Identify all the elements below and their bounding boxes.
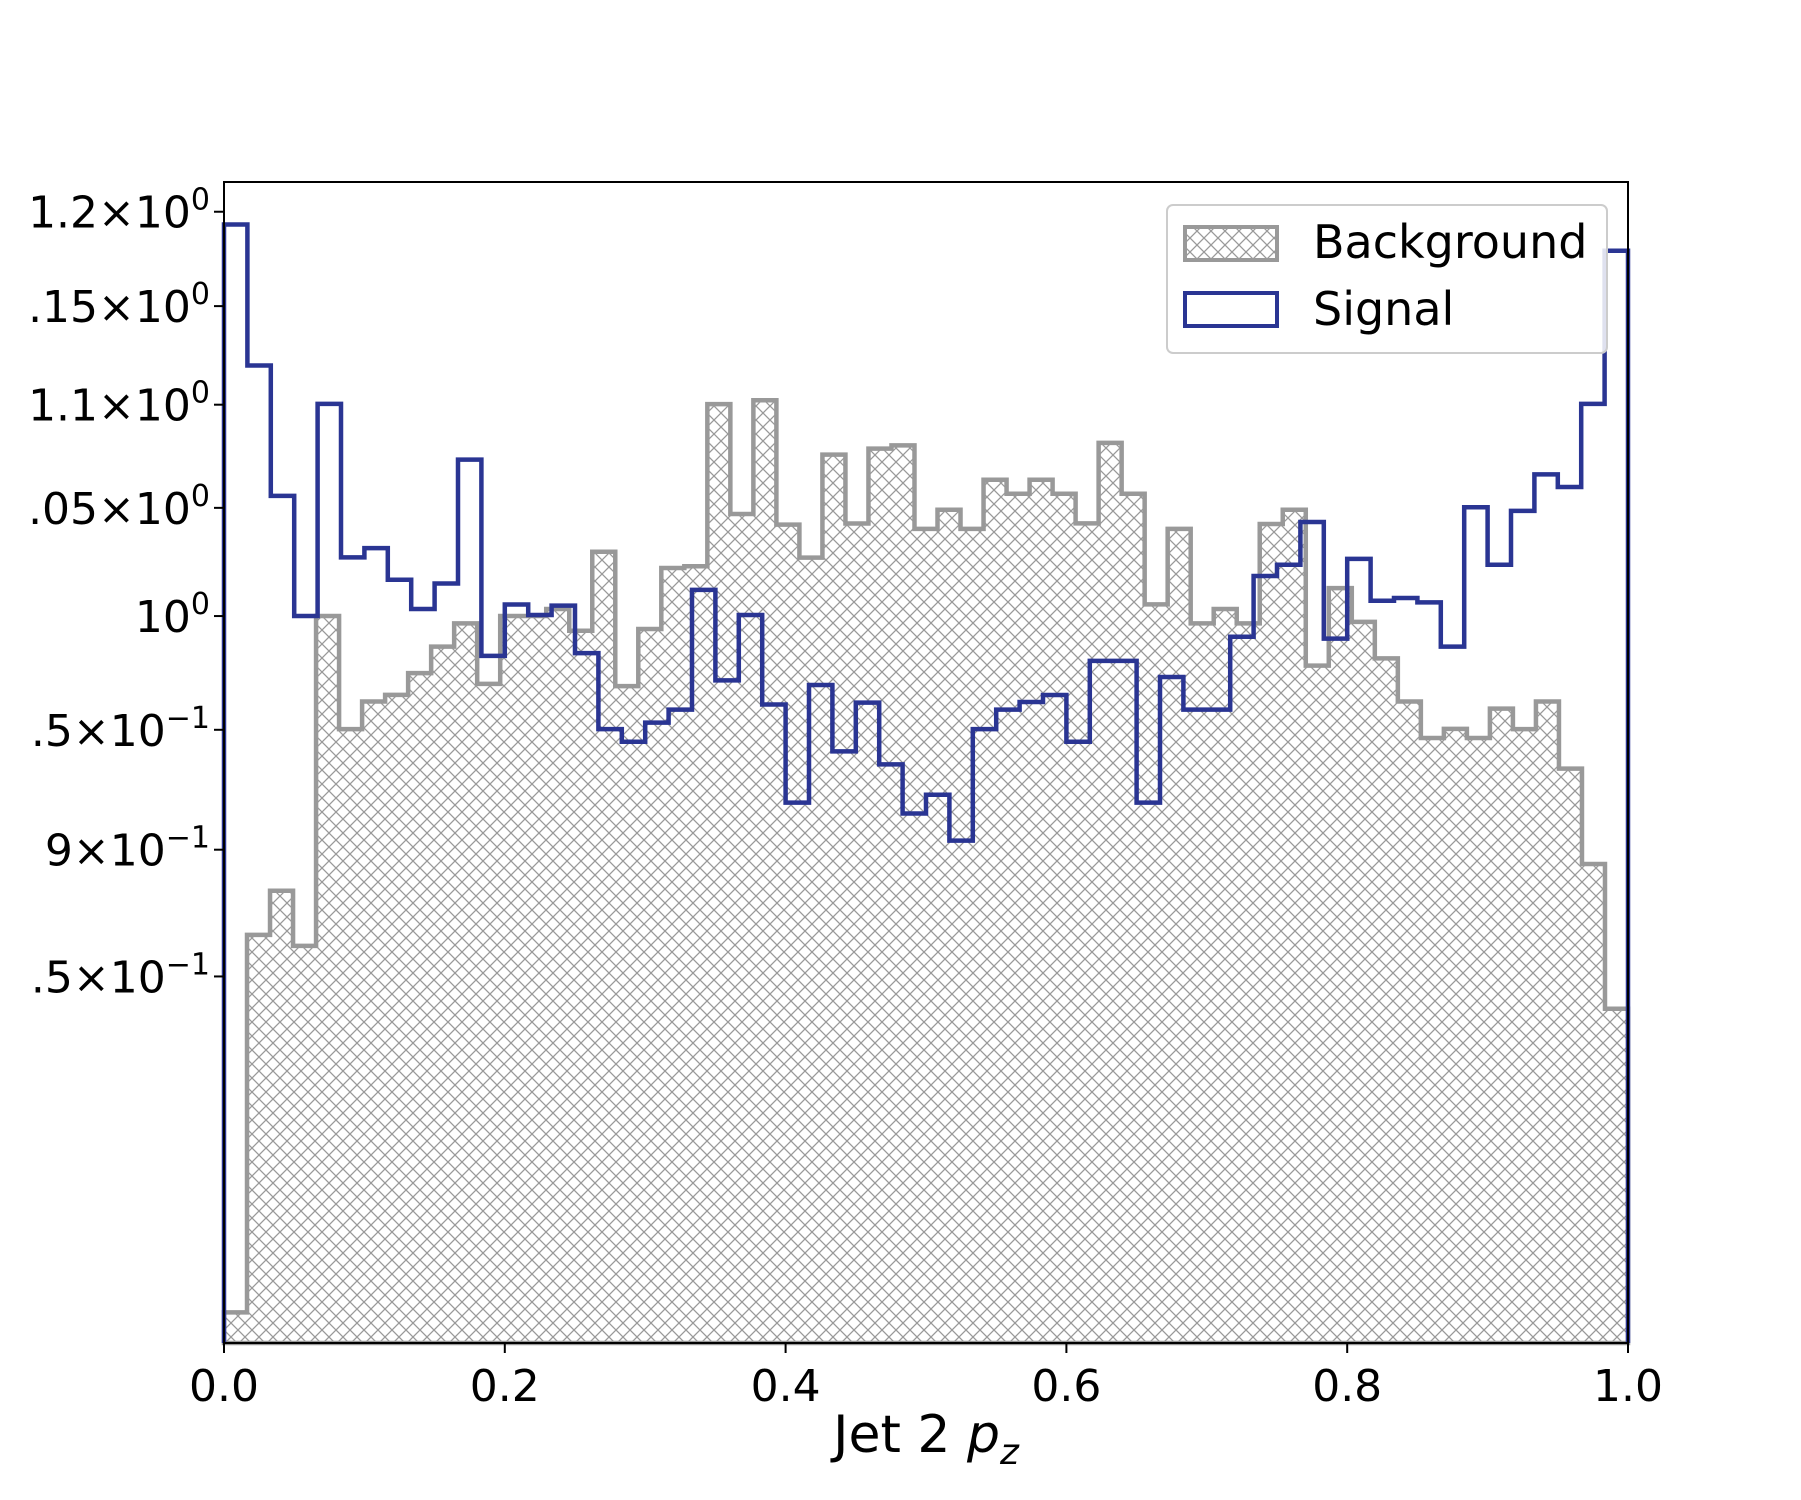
x-axis-label-sub: z xyxy=(999,1432,1020,1473)
y-tick-label: .5×10−1 xyxy=(31,947,210,1003)
legend: Background Signal xyxy=(1166,204,1608,354)
x-tick-label: 0.4 xyxy=(751,1361,821,1412)
y-tick-label: 1.1×100 xyxy=(28,376,210,432)
x-tick-label: 0.2 xyxy=(470,1361,540,1412)
x-tick-label: 1.0 xyxy=(1593,1361,1663,1412)
y-tick-label: 9×10−1 xyxy=(45,821,210,877)
x-tick-label: 0.6 xyxy=(1031,1361,1101,1412)
x-axis-ticks: 0.0 0.2 0.4 0.6 0.8 1.0 xyxy=(189,1343,1663,1412)
legend-signal-label: Signal xyxy=(1313,282,1454,336)
x-axis-label-var: p xyxy=(966,1405,1000,1465)
y-axis-ticks: 1.2×100 .15×100 1.1×100 .05×100 100 .5×10−1 9×… xyxy=(28,183,224,1003)
y-tick-label: .15×100 xyxy=(28,277,210,333)
plot-area xyxy=(221,222,1631,1346)
plot-frame xyxy=(223,181,1629,1344)
series-background-step xyxy=(221,398,1631,1346)
x-tick-label: 0.8 xyxy=(1312,1361,1382,1412)
legend-background-label: Background xyxy=(1313,215,1587,269)
y-tick-label: .5×10−1 xyxy=(31,701,210,757)
y-tick-label: 1.2×100 xyxy=(28,183,210,239)
x-axis-label-main: Jet 2 xyxy=(830,1405,967,1465)
series-signal-step xyxy=(221,222,1631,1343)
y-tick-label: .05×100 xyxy=(28,479,210,535)
legend-signal-swatch xyxy=(1183,291,1279,328)
legend-background-swatch xyxy=(1183,225,1279,262)
x-axis-label: Jet 2 pz xyxy=(830,1405,1020,1473)
y-tick-label: 100 xyxy=(135,587,210,643)
x-tick-label: 0.0 xyxy=(189,1361,259,1412)
